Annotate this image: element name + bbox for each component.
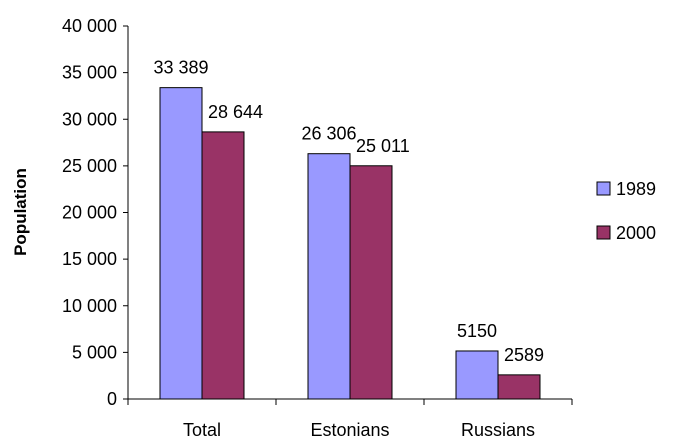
data-label-2000-total: 28 644 [208,102,263,122]
y-tick-label: 25 000 [62,156,117,176]
data-label-2000-estonians: 25 011 [356,136,410,156]
legend-label-1989: 1989 [616,179,656,199]
legend-label-2000: 2000 [616,223,656,243]
legend: 1989 2000 [596,179,656,243]
x-tick-label-estonians: Estonians [310,420,389,440]
data-label-1989-russians: 5150 [457,321,497,341]
y-tick-label: 20 000 [62,203,117,223]
y-tick-label: 30 000 [62,109,117,129]
y-tick-label: 5 000 [72,342,117,362]
y-tick-label: 35 000 [62,63,117,83]
data-label-1989-estonians: 26 306 [301,124,356,144]
x-ticks-group: Total Estonians Russians [127,399,573,440]
bars-group [159,87,541,400]
bar-2000-russians [497,374,541,400]
y-tick-label: 0 [107,389,117,409]
legend-swatch-1989 [596,181,611,196]
y-axis-title: Population [11,168,30,256]
y-tick-label: 10 000 [62,296,117,316]
y-tick-label: 40 000 [62,16,117,36]
data-label-1989-total: 33 389 [153,58,208,78]
x-tick-label-russians: Russians [461,420,535,440]
legend-swatch-2000 [596,225,611,240]
bar-2000-total [201,131,245,400]
y-tick-label: 15 000 [62,249,117,269]
bar-2000-estonians [349,165,393,400]
bar-1989-estonians [307,153,351,400]
data-label-2000-russians: 2589 [504,345,544,365]
y-ticks-group: 0 5 000 10 000 15 000 20 000 25 000 30 000 35 0… [62,16,128,409]
x-tick-label-total: Total [183,420,221,440]
bar-1989-total [159,87,203,400]
bar-1989-russians [455,350,499,400]
